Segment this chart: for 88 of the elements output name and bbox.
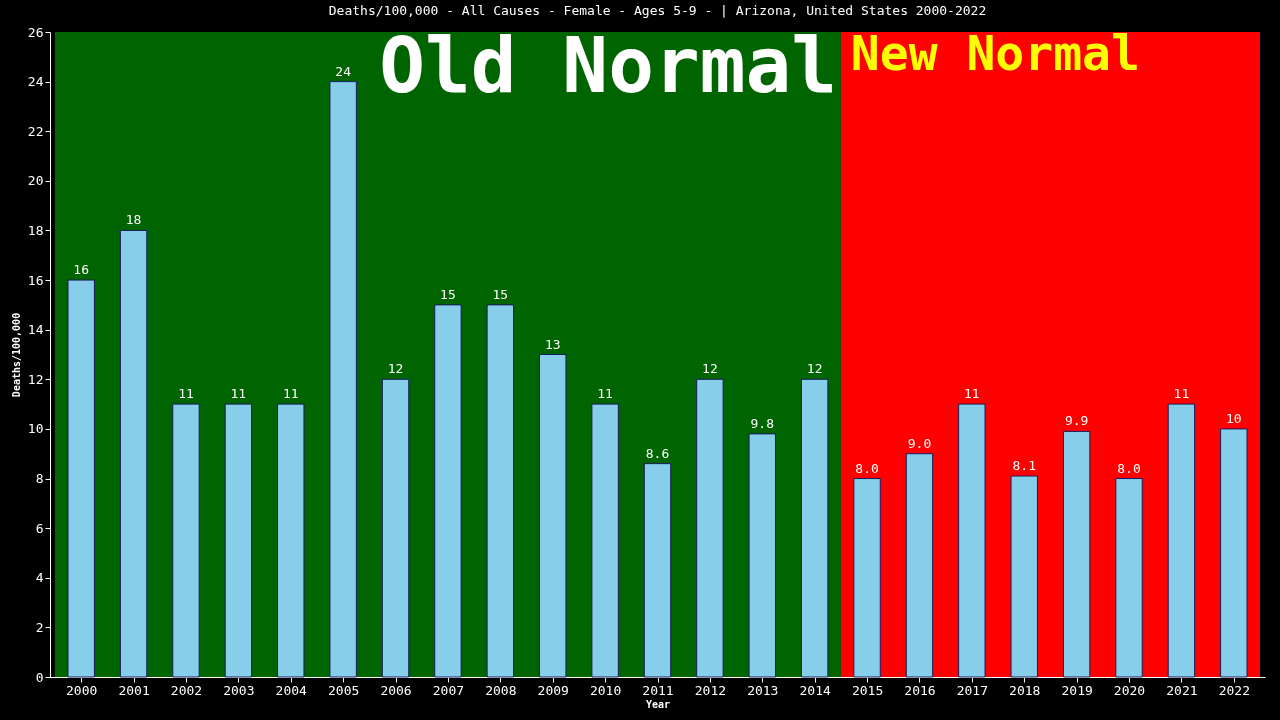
x-tick-label: 2022 [1218,682,1250,698]
x-tick-label: 2002 [170,682,203,698]
y-tick-label: 2 [35,619,44,635]
x-tick-label: 2003 [223,682,255,698]
bar [800,378,829,678]
x-tick-label: 2005 [328,682,360,698]
data-label: 9.9 [1064,413,1089,429]
y-tick-label: 12 [27,371,44,387]
bar [1010,475,1038,678]
x-tick-label: 2021 [1166,682,1198,698]
data-label: 8.1 [1012,458,1036,474]
y-tick-label: 4 [35,570,44,586]
band-label: Old Normal [379,21,837,110]
chart-title: Deaths/100,000 - All Causes - Female - Ages 5-9 - | Arizona, United States 2000-2022 [328,3,987,18]
x-tick-label: 2015 [851,682,884,698]
bar [958,403,986,678]
x-tick-label: 2011 [642,682,674,698]
x-tick-label: 2010 [589,682,622,698]
y-tick-label: 20 [27,173,44,189]
data-label: 13 [544,336,561,352]
bar [1115,478,1143,678]
data-label: 8.6 [645,445,670,461]
bar [853,478,881,678]
x-tick-label: 2009 [537,682,569,698]
data-label: 12 [387,361,404,377]
data-label: 12 [702,361,718,377]
data-label: 15 [492,286,509,302]
y-tick-label: 24 [27,74,44,90]
x-tick-label: 2019 [1061,682,1093,698]
y-tick-label: 14 [27,322,44,338]
bar [486,304,515,678]
data-label: 9.8 [750,415,775,431]
bar [643,463,672,678]
bar [1167,403,1196,678]
bar [381,378,410,678]
x-tick-label: 2006 [380,682,412,698]
x-tick-label: 2008 [485,682,517,698]
bar [434,304,462,678]
y-tick-label: 0 [35,669,44,685]
band-label: New Normal [850,25,1140,81]
data-label: 11 [230,386,247,402]
bar [696,378,724,678]
bar [905,453,934,678]
x-axis-title: Year [645,698,671,710]
y-tick-label: 16 [27,272,44,288]
bar [119,229,148,678]
data-label: 11 [597,386,613,402]
x-tick-label: 2014 [799,682,831,698]
x-tick-label: 2017 [956,682,988,698]
data-label: 8.0 [855,460,879,476]
data-label: 24 [335,63,352,79]
x-tick-label: 2012 [694,682,727,698]
y-tick-label: 10 [27,421,44,437]
data-label: 11 [178,386,194,402]
y-tick-label: 22 [27,123,44,139]
data-label: 15 [440,286,456,302]
y-tick-label: 26 [27,24,44,40]
x-tick-label: 2018 [1009,682,1041,698]
x-tick-label: 2004 [275,682,308,698]
y-tick-label: 8 [35,471,44,487]
data-label: 12 [806,361,823,377]
bar [539,354,567,678]
x-tick-label: 2013 [747,682,779,698]
bar [1220,428,1248,678]
x-tick-label: 2016 [904,682,936,698]
bar [748,433,776,678]
data-label: 10 [1225,410,1242,426]
x-tick-label: 2000 [66,682,98,698]
y-tick-label: 18 [27,222,44,238]
x-tick-label: 2020 [1113,682,1146,698]
data-label: 18 [125,212,142,228]
bar [329,81,357,678]
x-tick-label: 2001 [118,682,150,698]
bar [67,279,95,678]
y-tick-label: 6 [35,520,44,536]
x-tick-label: 2007 [432,682,465,698]
y-axis-title: Deaths/100,000 [10,312,22,398]
bar [277,403,305,678]
bar [224,403,253,678]
data-label: 11 [282,386,299,402]
data-label: 9.0 [907,435,932,451]
data-label: 8.0 [1117,460,1141,476]
bar [1062,430,1091,678]
data-label: 16 [73,262,90,278]
bar [591,403,619,678]
bar [172,403,200,678]
data-label: 11 [1173,386,1190,402]
data-label: 11 [964,386,980,402]
